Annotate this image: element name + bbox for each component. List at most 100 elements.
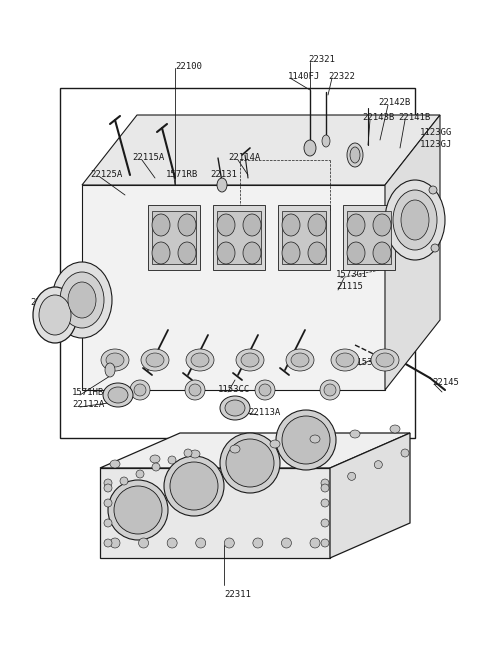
Ellipse shape [282, 242, 300, 264]
Text: 1573GI: 1573GI [336, 270, 368, 279]
Ellipse shape [321, 484, 329, 492]
Ellipse shape [310, 435, 320, 443]
Text: 22100: 22100 [175, 62, 202, 71]
Ellipse shape [167, 538, 177, 548]
Ellipse shape [217, 214, 235, 236]
Text: 1153CC: 1153CC [218, 385, 250, 394]
Polygon shape [343, 205, 395, 270]
Text: 22143B: 22143B [362, 113, 394, 122]
Ellipse shape [146, 353, 164, 367]
Circle shape [189, 384, 201, 396]
Ellipse shape [224, 538, 234, 548]
Polygon shape [82, 185, 385, 390]
Text: 22311: 22311 [224, 590, 251, 599]
Ellipse shape [401, 200, 429, 240]
Ellipse shape [321, 499, 329, 507]
Ellipse shape [60, 272, 104, 328]
Ellipse shape [304, 140, 316, 156]
Circle shape [108, 480, 168, 540]
Ellipse shape [322, 135, 330, 147]
Text: 1571HB: 1571HB [72, 388, 104, 397]
Ellipse shape [104, 539, 112, 547]
Ellipse shape [347, 143, 363, 167]
Ellipse shape [282, 214, 300, 236]
Circle shape [220, 433, 280, 493]
Circle shape [276, 410, 336, 470]
Polygon shape [347, 211, 391, 264]
Ellipse shape [33, 287, 77, 343]
Ellipse shape [225, 400, 245, 416]
Ellipse shape [110, 538, 120, 548]
Polygon shape [100, 468, 330, 558]
Ellipse shape [152, 463, 160, 471]
Ellipse shape [196, 538, 206, 548]
Text: 22114A: 22114A [228, 153, 260, 162]
Ellipse shape [104, 479, 112, 487]
Ellipse shape [253, 538, 263, 548]
Text: 22142B: 22142B [378, 98, 410, 107]
Ellipse shape [152, 214, 170, 236]
Ellipse shape [376, 353, 394, 367]
Ellipse shape [136, 470, 144, 478]
Circle shape [255, 380, 275, 400]
Ellipse shape [39, 295, 71, 335]
Ellipse shape [393, 190, 437, 250]
Circle shape [185, 380, 205, 400]
Ellipse shape [308, 242, 326, 264]
Polygon shape [282, 211, 326, 264]
Text: 1571RB: 1571RB [166, 170, 198, 179]
Polygon shape [148, 205, 200, 270]
Text: 1123GJ: 1123GJ [420, 140, 452, 149]
Ellipse shape [141, 349, 169, 371]
Ellipse shape [385, 180, 445, 260]
Ellipse shape [103, 383, 133, 407]
Ellipse shape [106, 353, 124, 367]
Circle shape [164, 456, 224, 516]
Ellipse shape [186, 349, 214, 371]
Text: 21115: 21115 [336, 282, 363, 291]
Ellipse shape [348, 472, 356, 480]
Ellipse shape [52, 262, 112, 338]
Ellipse shape [104, 499, 112, 507]
Circle shape [226, 439, 274, 487]
Polygon shape [385, 115, 440, 390]
Circle shape [282, 416, 330, 464]
Circle shape [114, 486, 162, 534]
Ellipse shape [321, 539, 329, 547]
Ellipse shape [331, 349, 359, 371]
Polygon shape [100, 433, 410, 468]
Polygon shape [82, 115, 440, 185]
Polygon shape [217, 211, 261, 264]
Ellipse shape [236, 349, 264, 371]
Ellipse shape [230, 445, 240, 453]
Ellipse shape [321, 479, 329, 487]
Ellipse shape [178, 242, 196, 264]
Text: 22145: 22145 [432, 378, 459, 387]
Ellipse shape [217, 178, 227, 192]
Circle shape [134, 384, 146, 396]
Ellipse shape [139, 538, 149, 548]
Polygon shape [152, 211, 196, 264]
Ellipse shape [270, 440, 280, 448]
Ellipse shape [347, 242, 365, 264]
Ellipse shape [371, 349, 399, 371]
Ellipse shape [374, 461, 383, 468]
Ellipse shape [178, 214, 196, 236]
Text: 22131: 22131 [210, 170, 237, 179]
Text: 22321: 22321 [308, 55, 335, 64]
Circle shape [320, 380, 340, 400]
Circle shape [429, 186, 437, 194]
Polygon shape [213, 205, 265, 270]
Ellipse shape [308, 214, 326, 236]
Circle shape [324, 384, 336, 396]
Ellipse shape [310, 538, 320, 548]
Polygon shape [278, 205, 330, 270]
Ellipse shape [401, 449, 409, 457]
Polygon shape [330, 433, 410, 558]
Ellipse shape [168, 456, 176, 464]
Ellipse shape [191, 353, 209, 367]
Bar [60, 88, 415, 438]
Circle shape [170, 462, 218, 510]
Text: 22144: 22144 [30, 298, 57, 307]
Ellipse shape [68, 282, 96, 318]
